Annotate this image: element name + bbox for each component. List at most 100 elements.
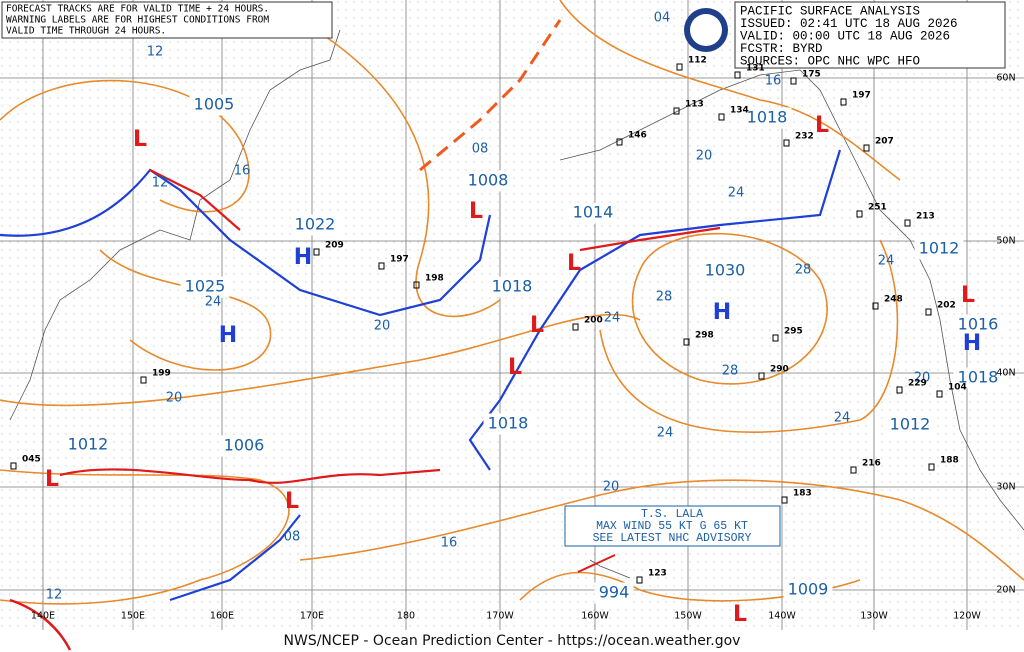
station-value: 188 (940, 456, 959, 466)
station-marker (734, 71, 741, 79)
pressure-label: 1022 (295, 215, 336, 234)
station-marker (925, 308, 932, 316)
longitude-label: 140W (768, 611, 796, 622)
longitude-label: 180 (397, 611, 415, 622)
isobar-label: 08 (472, 142, 489, 157)
label-box (700, 260, 750, 282)
station-value: 295 (784, 327, 803, 337)
low-center: L (567, 251, 581, 276)
station-value: 134 (730, 106, 749, 116)
pressure-label: 1018 (958, 368, 999, 387)
label-box (734, 1, 1006, 69)
isobar-label: 20 (374, 319, 391, 334)
station-value: 216 (862, 459, 881, 469)
station-marker (928, 463, 935, 471)
low-center: L (469, 199, 483, 224)
longitude-label: 150W (674, 611, 702, 622)
pressure-label: 1005 (194, 95, 235, 114)
high-center: H (963, 331, 981, 356)
label-box (1, 1, 333, 39)
station-marker (313, 248, 320, 256)
footer: NWS/NCEP - Ocean Prediction Center - htt… (284, 633, 741, 649)
station-marker (781, 496, 788, 504)
station-marker (850, 466, 857, 474)
station-value: 290 (770, 365, 789, 375)
isobar-label: 16 (234, 164, 251, 179)
latitude-label: 30N (996, 482, 1015, 493)
station-value: 207 (875, 137, 894, 147)
station-value: 112 (688, 56, 707, 66)
station-marker (572, 323, 579, 331)
station-marker (10, 462, 17, 470)
station-marker (896, 386, 903, 394)
label-box (885, 414, 935, 436)
pressure-label: 1012 (890, 415, 931, 434)
station-marker (783, 139, 790, 147)
label-box (953, 314, 1003, 336)
station-marker (413, 281, 420, 289)
label-box (219, 435, 269, 457)
pressure-label: 1012 (68, 435, 109, 454)
pressure-label: 1018 (747, 108, 788, 127)
high-center: H (219, 323, 237, 348)
pressure-label: 1030 (705, 261, 746, 280)
station-value: 045 (22, 455, 41, 465)
low-center: L (815, 113, 829, 138)
isobar-label: 16 (765, 74, 782, 89)
longitude-label: 140E (31, 611, 55, 622)
station-value: 202 (937, 301, 956, 311)
low-center: L (733, 602, 747, 627)
isobar-label: 24 (205, 295, 222, 310)
low-center: L (530, 313, 544, 338)
label-box (568, 202, 618, 224)
high-center: H (294, 245, 312, 270)
low-center: L (508, 355, 522, 380)
station-marker (936, 390, 943, 398)
isobar-label: 20 (603, 480, 620, 495)
label-box (290, 214, 340, 236)
station-marker (758, 372, 765, 380)
latitude-label: 20N (996, 585, 1015, 596)
low-center: L (45, 467, 59, 492)
isobar-label: 28 (656, 290, 673, 305)
label-box (189, 94, 239, 116)
advisory-arrow (577, 554, 616, 573)
station-value: 197 (390, 255, 409, 265)
latitude-label: 40N (996, 368, 1015, 379)
fronts (0, 19, 842, 651)
low-center: L (133, 127, 147, 152)
station-marker (683, 338, 690, 346)
label-box (914, 238, 964, 260)
latitude-label: 60N (996, 73, 1015, 84)
header-note: FORECAST TRACKS ARE FOR VALID TIME + 24 … (6, 4, 269, 15)
info-line: FCSTR: BYRD (740, 42, 823, 56)
label-box (783, 579, 833, 601)
label-box (483, 413, 533, 435)
station-value: 175 (802, 70, 821, 80)
station-marker (856, 210, 863, 218)
label-box (953, 367, 1003, 389)
station-marker (673, 107, 680, 115)
isobar-label: 20 (696, 149, 713, 164)
advisory-line: T.S. LALA (641, 508, 703, 521)
label-box (180, 276, 230, 298)
pressure-label: 1006 (224, 436, 265, 455)
coastlines (9, 29, 1024, 579)
longitude-label: 160W (581, 611, 609, 622)
label-box (742, 107, 792, 129)
isobar-label: 04 (654, 11, 671, 26)
station-marker (636, 576, 643, 584)
noaa-logo (684, 8, 728, 52)
low-center: L (285, 489, 299, 514)
station-marker (790, 77, 797, 85)
label-box (564, 505, 781, 547)
station-marker (872, 302, 879, 310)
pressure-label: 1009 (788, 580, 829, 599)
pressure-label: 1025 (185, 277, 226, 296)
station-value: 123 (648, 569, 667, 579)
longitude-label: 150E (121, 611, 145, 622)
station-value: 104 (948, 383, 967, 393)
station-marker (863, 144, 870, 152)
station-value: 248 (884, 295, 903, 305)
